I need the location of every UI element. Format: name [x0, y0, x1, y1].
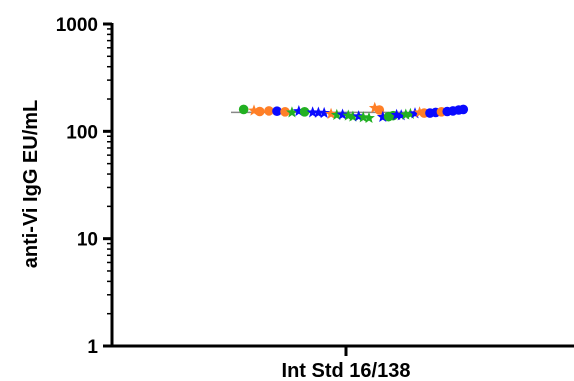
y-axis-label: anti-Vi IgG EU/mL [20, 100, 42, 269]
data-point-star [248, 104, 260, 116]
y-tick-label: 1000 [56, 15, 98, 36]
data-point-star [357, 111, 370, 123]
data-point-star [292, 105, 305, 117]
data-point-circle [272, 106, 282, 117]
data-point-star [409, 107, 421, 119]
data-point-star [312, 106, 325, 118]
data-point-star [376, 110, 389, 123]
y-tick-label: 1 [87, 337, 98, 358]
axes [110, 23, 574, 356]
data-point-star [306, 106, 319, 118]
data-point-star [347, 110, 359, 122]
data-point-star [368, 101, 381, 114]
data-point-circle [238, 104, 249, 115]
data-point-circle [458, 104, 469, 115]
data-point-circle [280, 107, 290, 117]
data-point-circle [374, 105, 385, 115]
data-point-circle [254, 106, 265, 117]
y-minor-ticks [107, 28, 112, 315]
data-point-star [363, 111, 375, 124]
data-point-star [330, 108, 343, 120]
data-points [238, 101, 469, 124]
data-point-star [404, 107, 417, 120]
y-tick-label: 10 [77, 230, 98, 251]
data-point-star [395, 109, 408, 121]
y-ticks [103, 22, 112, 348]
data-point-star [286, 106, 298, 118]
y-tick-label: 100 [66, 122, 98, 143]
data-point-circle [299, 107, 310, 117]
y-tick-labels: 1 10 100 1000 [56, 15, 99, 358]
data-point-star [336, 108, 349, 120]
data-point-circle [264, 106, 274, 116]
x-axis-label: Int Std 16/138 [282, 360, 411, 381]
data-point-star [399, 108, 412, 120]
data-point-star [318, 106, 331, 119]
data-point-star [325, 107, 337, 120]
